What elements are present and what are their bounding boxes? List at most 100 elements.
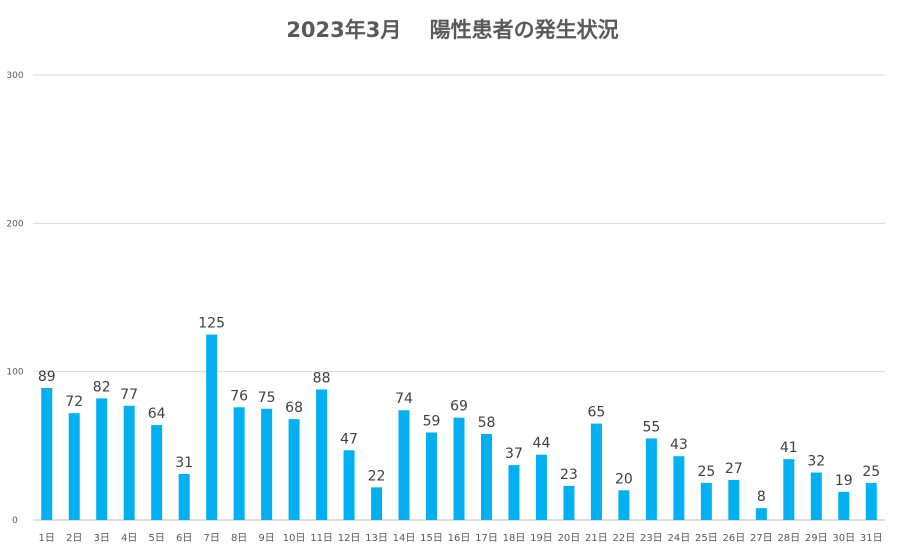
data-label: 59 xyxy=(423,413,441,429)
x-tick-label: 5日 xyxy=(148,533,164,544)
bar xyxy=(288,419,300,520)
data-label: 88 xyxy=(313,370,331,386)
data-label: 44 xyxy=(533,436,551,452)
data-label: 89 xyxy=(38,369,56,385)
x-tick-label: 12日 xyxy=(338,533,361,544)
x-tick-label: 25日 xyxy=(695,533,718,544)
bar xyxy=(810,472,822,520)
bar xyxy=(178,474,190,520)
data-label: 20 xyxy=(615,471,633,487)
x-tick-label: 6日 xyxy=(176,533,192,544)
data-label: 32 xyxy=(807,454,825,470)
bar xyxy=(206,334,218,520)
bar xyxy=(673,456,685,520)
data-label: 55 xyxy=(642,419,660,435)
bar xyxy=(453,417,465,520)
data-label: 74 xyxy=(395,391,413,407)
x-tick-label: 30日 xyxy=(832,533,855,544)
y-tick-label: 300 xyxy=(6,71,23,81)
bar xyxy=(316,389,328,520)
data-label: 77 xyxy=(120,387,138,403)
bar xyxy=(508,465,520,520)
x-tick-label: 22日 xyxy=(613,533,636,544)
x-tick-label: 1日 xyxy=(39,533,55,544)
x-tick-label: 17日 xyxy=(475,533,498,544)
data-label: 19 xyxy=(835,473,853,489)
x-tick-label: 11日 xyxy=(310,533,333,544)
data-label: 22 xyxy=(368,468,386,484)
x-tick-label: 27日 xyxy=(750,533,773,544)
bar xyxy=(865,482,877,520)
data-label: 76 xyxy=(230,388,248,404)
bar xyxy=(838,491,850,520)
data-label: 58 xyxy=(478,415,496,431)
x-tick-label: 14日 xyxy=(393,533,416,544)
data-label: 27 xyxy=(725,461,743,477)
data-label: 64 xyxy=(148,406,166,422)
y-tick-label: 100 xyxy=(6,368,23,378)
x-tick-label: 20日 xyxy=(558,533,581,544)
bar xyxy=(590,423,602,520)
data-label: 68 xyxy=(285,400,303,416)
data-label: 25 xyxy=(697,464,715,480)
data-label: 65 xyxy=(588,405,606,421)
chart-title: 2023年3月 陽性患者の発生状況 xyxy=(286,18,619,42)
bar xyxy=(728,479,740,520)
x-tick-label: 18日 xyxy=(503,533,526,544)
data-label: 82 xyxy=(93,379,111,395)
data-label: 47 xyxy=(340,431,358,447)
x-tick-label: 7日 xyxy=(203,533,219,544)
bar xyxy=(41,387,53,520)
x-tick-label: 31日 xyxy=(860,533,883,544)
bar xyxy=(398,410,410,520)
bar xyxy=(96,398,108,520)
x-tick-label: 24日 xyxy=(668,533,691,544)
y-tick-label: 200 xyxy=(6,219,23,229)
bar xyxy=(535,454,547,520)
data-label: 75 xyxy=(258,390,276,406)
x-tick-label: 2日 xyxy=(66,533,82,544)
x-tick-label: 4日 xyxy=(121,533,137,544)
bar xyxy=(755,508,767,520)
x-tick-label: 9日 xyxy=(258,533,274,544)
bar xyxy=(783,459,795,520)
bar xyxy=(426,432,438,520)
data-label: 37 xyxy=(505,446,523,462)
x-tick-label: 28日 xyxy=(777,533,800,544)
x-tick-label: 15日 xyxy=(420,533,443,544)
x-tick-label: 10日 xyxy=(283,533,306,544)
x-tick-label: 13日 xyxy=(365,533,388,544)
bar xyxy=(233,407,245,520)
x-tick-label: 3日 xyxy=(94,533,110,544)
bar xyxy=(151,425,163,520)
bar xyxy=(645,438,657,520)
bar xyxy=(371,487,383,520)
data-label: 8 xyxy=(757,489,766,505)
bar xyxy=(480,433,492,520)
x-tick-label: 16日 xyxy=(448,533,471,544)
data-label: 31 xyxy=(175,455,193,471)
bar xyxy=(123,405,135,520)
x-tick-label: 29日 xyxy=(805,533,828,544)
data-label: 43 xyxy=(670,437,688,453)
data-label: 125 xyxy=(198,316,225,332)
bar xyxy=(700,482,712,520)
data-label: 25 xyxy=(862,464,880,480)
data-label: 41 xyxy=(780,440,798,456)
bar xyxy=(618,490,630,520)
y-tick-label: 0 xyxy=(12,516,18,526)
bar xyxy=(343,450,355,520)
x-tick-label: 26日 xyxy=(722,533,745,544)
data-label: 23 xyxy=(560,467,578,483)
data-label: 69 xyxy=(450,399,468,415)
bar xyxy=(261,408,273,520)
x-tick-label: 21日 xyxy=(585,533,608,544)
x-tick-label: 23日 xyxy=(640,533,663,544)
bar xyxy=(563,485,575,520)
x-tick-label: 19日 xyxy=(530,533,553,544)
bar xyxy=(68,413,80,520)
data-label: 72 xyxy=(65,394,83,410)
x-tick-label: 8日 xyxy=(231,533,247,544)
